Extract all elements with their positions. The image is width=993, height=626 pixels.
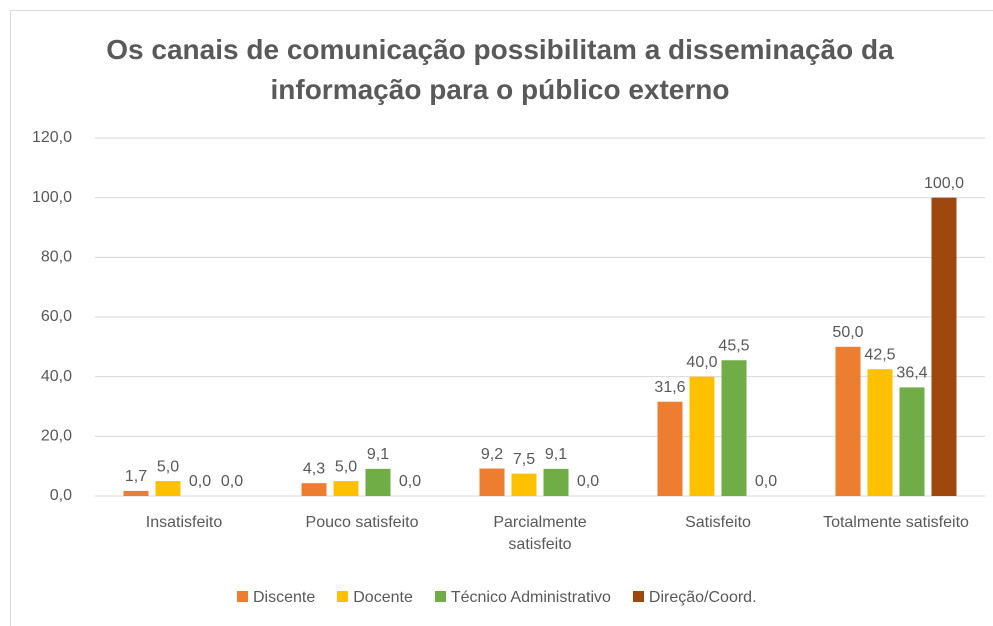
bar [301, 483, 327, 496]
x-tick-label: Insatisfeito [145, 514, 223, 531]
x-tick-label: Parcialmente satisfeito [493, 514, 587, 553]
bar [835, 346, 861, 496]
value-label: 40,0 [686, 354, 717, 371]
legend-item: Técnico Administrativo [434, 589, 611, 606]
value-label: 45,5 [718, 337, 749, 354]
value-label: 0,0 [189, 473, 211, 490]
legend-item: Docente [337, 589, 413, 606]
value-label: 50,0 [832, 324, 863, 341]
legend-swatch [237, 591, 248, 602]
chart-title: Os canais de comunicação possibilitam a … [106, 34, 894, 105]
legend-label: Discente [253, 589, 316, 606]
value-label: 0,0 [399, 473, 421, 490]
y-tick-label: 80,0 [41, 249, 72, 266]
y-tick-label: 60,0 [41, 308, 72, 325]
legend-item: Direção/Coord. [632, 589, 757, 606]
legend-label: Técnico Administrativo [450, 589, 611, 606]
y-tick-label: 120,0 [32, 129, 72, 146]
value-label: 5,0 [157, 458, 179, 475]
bar [155, 481, 181, 496]
x-tick-label: Totalmente satisfeito [823, 514, 969, 531]
legend-swatch [337, 591, 349, 602]
value-label: 5,0 [335, 458, 357, 475]
legend-swatch [434, 591, 446, 602]
x-tick-label: Satisfeito [685, 514, 751, 531]
legend-label: Direção/Coord. [648, 589, 757, 606]
bar [511, 473, 537, 496]
bar [543, 468, 569, 496]
value-label: 9,1 [367, 446, 389, 463]
y-tick-label: 100,0 [32, 189, 72, 206]
bar [479, 468, 505, 496]
bar [931, 197, 957, 496]
value-label: 7,5 [513, 451, 535, 468]
frame [10, 10, 993, 626]
value-label: 0,0 [577, 473, 599, 490]
bar [867, 369, 893, 496]
bar [657, 401, 683, 496]
value-label: 9,1 [545, 446, 567, 463]
x-tick-label: Pouco satisfeito [305, 514, 419, 531]
legend: Discente Docente Técnico Administrativo Dir… [237, 588, 779, 608]
bar [333, 481, 359, 496]
bar [123, 490, 149, 496]
value-label: 42,5 [864, 346, 895, 363]
legend-label: Docente [353, 589, 413, 606]
y-tick-label: 20,0 [41, 428, 72, 445]
legend-swatch [632, 591, 644, 602]
value-label: 4,3 [303, 460, 325, 477]
bar [365, 468, 391, 496]
y-tick-label: 0,0 [50, 487, 72, 504]
bar [899, 387, 925, 496]
value-label: 0,0 [221, 473, 243, 490]
value-label: 9,2 [481, 446, 503, 463]
bar [721, 360, 747, 496]
y-tick-label: 40,0 [41, 368, 72, 385]
value-label: 100,0 [924, 175, 964, 192]
value-label: 31,6 [654, 379, 685, 396]
legend-item: Discente [237, 589, 315, 606]
value-label: 0,0 [755, 473, 777, 490]
bar [689, 376, 715, 496]
value-label: 1,7 [125, 468, 147, 485]
value-label: 36,4 [896, 365, 927, 382]
